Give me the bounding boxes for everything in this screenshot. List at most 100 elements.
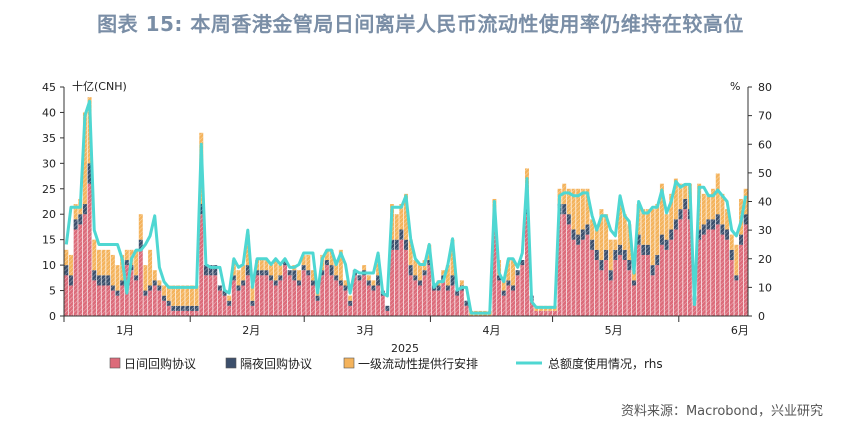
bar-intraday-hatch (590, 249, 595, 316)
bar-overnight-hatch (711, 219, 716, 230)
bar-tier1-hatch (576, 188, 581, 235)
y-right-tick-label: 60 (758, 138, 772, 151)
bar-overnight-hatch (371, 285, 376, 291)
bar-intraday-hatch (422, 275, 427, 316)
bar-tier1-hatch (362, 265, 367, 271)
bar-tier1-hatch (241, 265, 246, 281)
bar-tier1-hatch (162, 285, 167, 296)
bar-intraday-hatch (562, 214, 567, 316)
x-tick-label: 5月 (605, 324, 623, 337)
bar-overnight-hatch (73, 219, 78, 230)
bar-tier1-hatch (715, 173, 720, 215)
bar-tier1-hatch (329, 249, 334, 266)
usage-line (64, 99, 748, 315)
y-left-tick-label: 25 (42, 183, 56, 196)
bar-intraday-hatch (152, 285, 157, 316)
x-axis-label: 2025 (391, 342, 419, 355)
bar-overnight-hatch (194, 305, 199, 311)
bar-overnight-hatch (292, 270, 297, 281)
bar-overnight-hatch (464, 300, 469, 306)
bar-overnight-hatch (297, 280, 301, 286)
bar-overnight-hatch (287, 270, 292, 276)
bar-tier1-hatch (138, 214, 143, 240)
bar-tier1-hatch (669, 193, 674, 230)
bar-overnight-hatch (399, 229, 404, 240)
bar-intraday-hatch (222, 295, 227, 316)
bar-overnight-hatch (255, 270, 260, 276)
bar-intraday-hatch (725, 239, 730, 316)
bar-overnight-hatch (445, 285, 450, 291)
bar-tier1-hatch (701, 193, 706, 225)
bar-intraday-hatch (287, 275, 292, 316)
bar-intraday-hatch (497, 280, 502, 316)
y-right-tick-label: 30 (758, 224, 772, 237)
bar-intraday-hatch (580, 239, 585, 316)
bar-intraday-hatch (106, 285, 111, 316)
bar-tier1-hatch (580, 188, 585, 230)
bar-overnight-hatch (306, 270, 311, 276)
bar-intraday-hatch (417, 285, 422, 316)
bar-intraday-hatch (324, 265, 329, 316)
bar-tier1-hatch (441, 270, 446, 276)
bar-intraday-hatch (236, 290, 241, 316)
bar-intraday-hatch (217, 290, 222, 316)
bar-overnight-hatch (152, 280, 157, 286)
bar-overnight-hatch (171, 305, 176, 311)
bar-tier1-hatch (73, 204, 78, 220)
bar-overnight-hatch (645, 244, 650, 255)
bar-tier1-hatch (571, 188, 576, 230)
bar-intraday-hatch (520, 265, 525, 316)
bar-intraday-hatch (739, 244, 743, 316)
bar-intraday-hatch (534, 310, 539, 316)
bar-intraday-hatch (82, 214, 87, 316)
bar-intraday-hatch (632, 285, 636, 316)
y-left-tick-label: 45 (42, 81, 56, 94)
y-right-tick-label: 20 (758, 253, 772, 266)
bar-intraday-hatch (692, 300, 697, 316)
bar-intraday-hatch (687, 219, 692, 316)
bar-intraday-hatch (166, 305, 171, 316)
bar-intraday-hatch (371, 290, 376, 316)
bar-intraday-hatch (552, 310, 557, 316)
bar-intraday-hatch (673, 229, 678, 316)
legend-swatch (109, 357, 121, 369)
bar-overnight-hatch (413, 275, 418, 281)
chart-title: 图表 15: 本周香港金管局日间离岸人民币流动性使用率仍维持在较高位 (97, 12, 744, 36)
bar-tier1-hatch (343, 280, 348, 286)
bar-intraday-hatch (250, 305, 255, 316)
bar-intraday-hatch (87, 183, 92, 316)
bar-overnight-hatch (697, 229, 702, 240)
bar-tier1-hatch (82, 112, 87, 205)
bar-overnight-hatch (329, 265, 334, 276)
bar-tier1-hatch (194, 285, 199, 306)
bar-intraday-hatch (543, 310, 548, 316)
bar-tier1-hatch (594, 229, 599, 250)
bar-overnight-hatch (394, 239, 399, 250)
x-tick-label: 6月 (731, 324, 749, 337)
bar-tier1-hatch (269, 265, 274, 276)
bar-tier1-hatch (176, 285, 180, 306)
bar-overnight-hatch (166, 300, 171, 306)
y-left-tick-label: 10 (42, 259, 56, 272)
bar-intraday-hatch (701, 234, 706, 316)
bar-overnight-hatch (455, 290, 460, 296)
bar-tier1-hatch (278, 265, 283, 276)
bar-overnight-hatch (273, 280, 278, 286)
bar-intraday-hatch (199, 214, 204, 316)
bar-intraday-hatch (69, 285, 73, 316)
bar-overnight-hatch (82, 204, 87, 215)
bar-overnight-hatch (106, 275, 111, 286)
bar-overnight-hatch (180, 305, 185, 311)
bar-overnight-hatch (208, 265, 213, 276)
y-axis-left-label: 十亿(CNH) (72, 79, 127, 93)
bar-overnight-hatch (659, 234, 664, 245)
bar-overnight-hatch (236, 285, 241, 291)
bar-intraday-hatch (729, 260, 734, 316)
bar-tier1-hatch (599, 209, 604, 261)
bar-tier1-hatch (101, 249, 106, 276)
bar-intraday-hatch (618, 254, 623, 316)
bar-overnight-hatch (404, 239, 408, 250)
bar-intraday-hatch (655, 265, 660, 316)
bar-tier1-hatch (306, 254, 311, 271)
bar-overnight-hatch (199, 204, 204, 215)
